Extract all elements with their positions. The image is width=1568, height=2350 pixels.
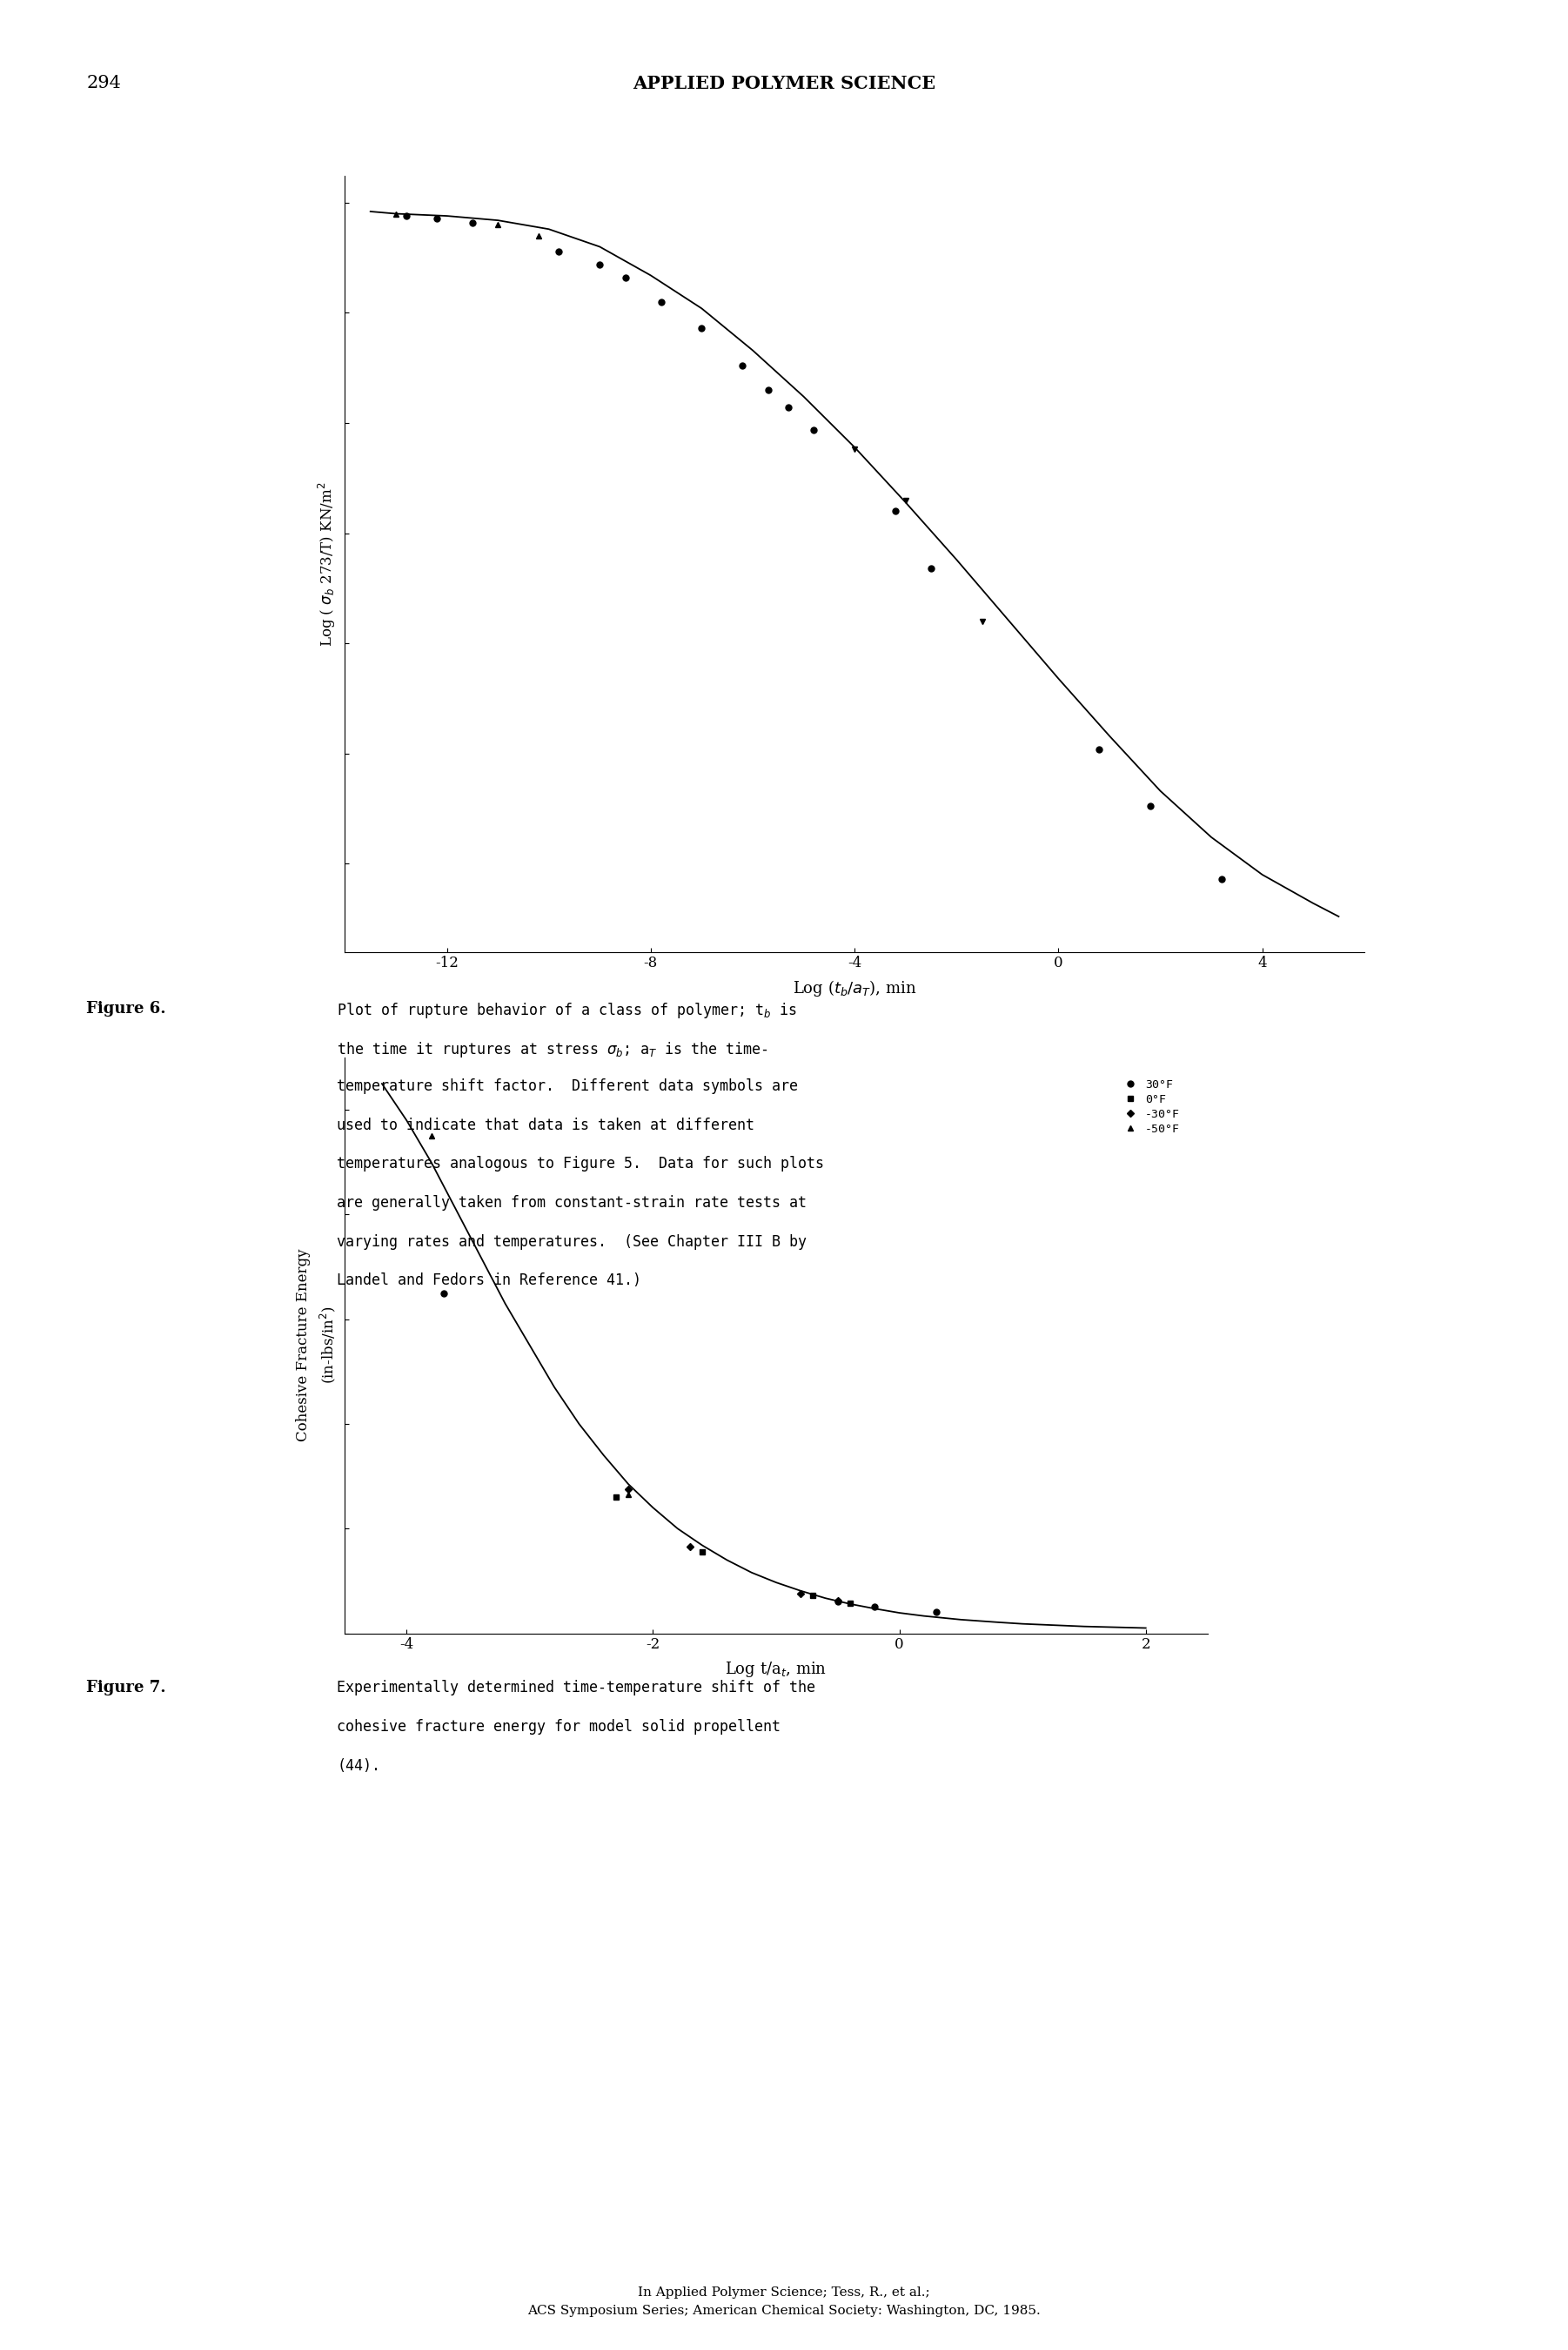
Text: In Applied Polymer Science; Tess, R., et al.;: In Applied Polymer Science; Tess, R., et…: [638, 2287, 930, 2298]
0°F: [840, 1589, 859, 1617]
-30°F: [681, 1532, 699, 1560]
30°F: [828, 1589, 847, 1617]
Text: Landel and Fedors in Reference 41.): Landel and Fedors in Reference 41.): [337, 1274, 641, 1288]
Line: 30°F: 30°F: [441, 1290, 939, 1614]
0°F: [607, 1483, 626, 1511]
-30°F: [792, 1579, 811, 1607]
Text: Figure 7.: Figure 7.: [86, 1680, 166, 1697]
Text: used to indicate that data is taken at different: used to indicate that data is taken at d…: [337, 1119, 754, 1133]
Text: ACS Symposium Series; American Chemical Society: Washington, DC, 1985.: ACS Symposium Series; American Chemical …: [527, 2305, 1041, 2317]
Y-axis label: Cohesive Fracture Energy
(in-lbs/in$^2$): Cohesive Fracture Energy (in-lbs/in$^2$): [296, 1248, 337, 1443]
30°F: [866, 1593, 884, 1621]
-50°F: [422, 1121, 441, 1149]
-30°F: [619, 1476, 638, 1504]
Text: Figure 6.: Figure 6.: [86, 1001, 166, 1018]
-30°F: [828, 1586, 847, 1614]
Text: varying rates and temperatures.  (See Chapter III B by: varying rates and temperatures. (See Cha…: [337, 1234, 808, 1250]
Text: Experimentally determined time-temperature shift of the: Experimentally determined time-temperatu…: [337, 1680, 815, 1697]
X-axis label: Log t/a$_t$, min: Log t/a$_t$, min: [724, 1659, 828, 1678]
30°F: [434, 1278, 453, 1307]
0°F: [693, 1537, 712, 1565]
Y-axis label: Log ( $\sigma_b$ 273/T) KN/m$^2$: Log ( $\sigma_b$ 273/T) KN/m$^2$: [317, 482, 337, 646]
30°F: [927, 1598, 946, 1626]
Text: (44).: (44).: [337, 1758, 381, 1774]
Text: temperatures analogous to Figure 5.  Data for such plots: temperatures analogous to Figure 5. Data…: [337, 1156, 825, 1173]
0°F: [804, 1582, 823, 1610]
Legend: 30°F, 0°F, -30°F, -50°F: 30°F, 0°F, -30°F, -50°F: [1113, 1074, 1184, 1140]
Text: cohesive fracture energy for model solid propellent: cohesive fracture energy for model solid…: [337, 1720, 781, 1734]
Line: -30°F: -30°F: [626, 1488, 840, 1603]
Text: 294: 294: [86, 75, 121, 92]
Line: -50°F: -50°F: [428, 1133, 632, 1497]
Line: 0°F: 0°F: [613, 1495, 853, 1605]
Text: temperature shift factor.  Different data symbols are: temperature shift factor. Different data…: [337, 1079, 798, 1095]
X-axis label: Log ($t_b/a_T$), min: Log ($t_b/a_T$), min: [792, 978, 917, 999]
-50°F: [619, 1480, 638, 1509]
Text: APPLIED POLYMER SCIENCE: APPLIED POLYMER SCIENCE: [632, 75, 936, 92]
Text: the time it ruptures at stress $\sigma_b$; a$_T$ is the time-: the time it ruptures at stress $\sigma_b…: [337, 1039, 768, 1060]
Text: Plot of rupture behavior of a class of polymer; t$_b$ is: Plot of rupture behavior of a class of p…: [337, 1001, 798, 1020]
Text: are generally taken from constant-strain rate tests at: are generally taken from constant-strain…: [337, 1196, 808, 1210]
